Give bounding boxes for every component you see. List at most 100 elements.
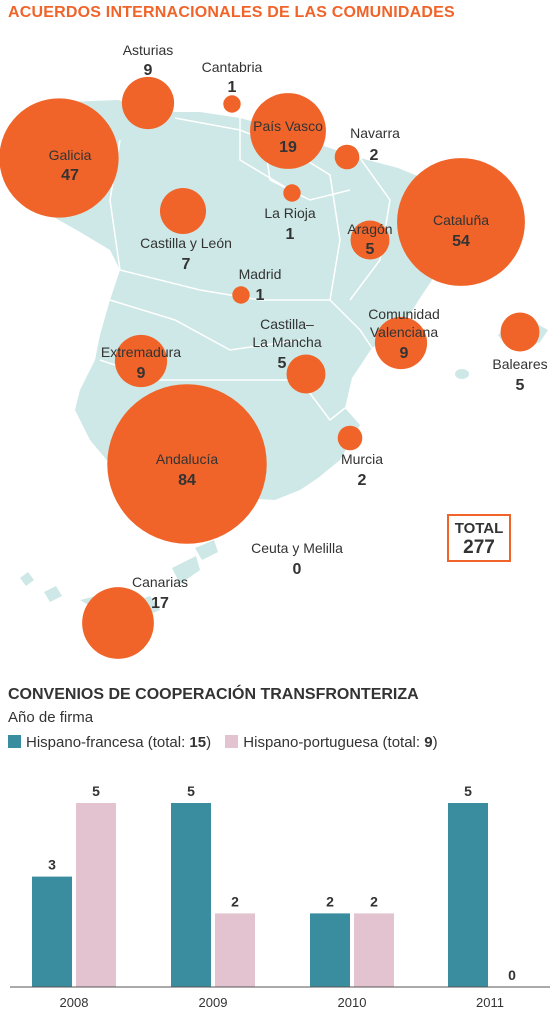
bubble-andalucia	[107, 384, 267, 544]
total-value: 277	[463, 537, 495, 558]
value-cantabria: 1	[228, 79, 237, 96]
value-canarias: 17	[151, 595, 169, 612]
bubble-murcia	[337, 425, 363, 451]
value-baleares: 5	[516, 377, 525, 394]
value-navarra: 2	[370, 147, 379, 164]
bar-2011-francesa	[448, 803, 488, 987]
bubble-cantabria	[223, 95, 241, 113]
value-asturias: 9	[144, 62, 153, 79]
bars-subtitle: Año de firma	[8, 709, 94, 726]
bar-label-2009-portuguesa: 2	[231, 893, 239, 909]
bubble-comunidad-valenciana	[374, 316, 428, 370]
label-asturias: Asturias	[123, 42, 174, 58]
bubble-castilla-leon	[159, 187, 207, 235]
legend-text-portuguesa: Hispano-portuguesa (total:	[243, 734, 425, 751]
bubble-asturias	[121, 76, 175, 130]
value-madrid: 1	[256, 287, 265, 304]
ibiza-shape	[455, 369, 469, 379]
value-ceuta-melilla: 0	[293, 561, 302, 578]
label-la-rioja: La Rioja	[264, 205, 316, 221]
bar-label-2008-francesa: 3	[48, 857, 56, 873]
bar-2010-portuguesa	[354, 913, 394, 987]
value-cataluna: 54	[452, 233, 470, 250]
bar-2008-portuguesa	[76, 803, 116, 987]
legend-swatch-francesa	[8, 735, 21, 748]
bars-legend: Hispano-francesa (total: 15) Hispano-por…	[8, 734, 448, 751]
label-cantabria: Cantabria	[202, 59, 263, 75]
legend-total-portuguesa: 9	[424, 734, 433, 751]
legend-suffix-portuguesa: )	[432, 734, 438, 751]
bubble-madrid	[232, 286, 250, 304]
label-madrid: Madrid	[239, 266, 282, 282]
canarias-shape	[20, 572, 34, 586]
label-comunidad-valenciana-line2: Valenciana	[370, 324, 438, 340]
legend-total-francesa: 15	[189, 734, 207, 751]
legend-swatch-portuguesa	[225, 735, 239, 748]
value-pais-vasco: 19	[279, 139, 297, 156]
label-navarra: Navarra	[350, 125, 400, 141]
x-tick-2008: 2008	[60, 995, 89, 1010]
bubble-extremadura	[114, 334, 168, 388]
value-extremadura: 9	[137, 365, 146, 382]
label-comunidad-valenciana-line1: Comunidad	[368, 306, 440, 322]
bars-title: CONVENIOS DE COOPERACIÓN TRANSFRONTERIZA	[8, 686, 419, 703]
bubble-castilla-mancha	[286, 354, 326, 394]
label-murcia: Murcia	[341, 451, 383, 467]
bar-chart: 3 5 2008 5 2 2009 2 2 2010 5 0 2011	[10, 783, 550, 1010]
value-murcia: 2	[358, 472, 367, 489]
legend-text-francesa: Hispano-francesa (total:	[26, 734, 190, 751]
label-canarias: Canarias	[132, 574, 188, 590]
legend-suffix-francesa: )	[206, 734, 212, 751]
bubble-galicia	[0, 98, 119, 218]
canarias-island-5	[172, 556, 200, 584]
bubble-la-rioja	[283, 184, 301, 202]
label-galicia: Galicia	[49, 147, 92, 163]
value-galicia: 47	[61, 167, 79, 184]
label-aragon: Aragón	[347, 221, 392, 237]
value-aragon: 5	[366, 241, 375, 258]
bubble-cataluna	[397, 158, 525, 286]
bubble-pais-vasco	[250, 93, 326, 169]
label-extremadura: Extremadura	[101, 344, 181, 360]
label-cataluna: Cataluña	[433, 212, 489, 228]
label-castilla-mancha-line1: Castilla–	[260, 316, 314, 332]
x-tick-2011: 2011	[476, 995, 504, 1010]
bar-2009-portuguesa	[215, 913, 255, 987]
label-pais-vasco: País Vasco	[253, 118, 323, 134]
total-label: TOTAL	[454, 520, 504, 537]
value-la-rioja: 1	[286, 226, 295, 243]
bar-2010-francesa	[310, 913, 350, 987]
bar-label-2011-portuguesa: 0	[508, 967, 516, 983]
label-baleares: Baleares	[492, 356, 547, 372]
canarias-island-6	[195, 540, 218, 560]
value-castilla-leon: 7	[182, 256, 191, 273]
bubble-canarias	[82, 587, 154, 659]
bubble-navarra	[334, 144, 360, 170]
bar-label-2010-portuguesa: 2	[370, 893, 378, 909]
legend-item-francesa: Hispano-francesa (total: 15)	[8, 734, 211, 751]
value-castilla-mancha: 5	[278, 355, 287, 372]
value-andalucia: 84	[178, 472, 196, 489]
bar-label-2009-francesa: 5	[187, 783, 195, 799]
canarias-island-2	[44, 586, 62, 602]
label-ceuta-melilla: Ceuta y Melilla	[251, 540, 343, 556]
x-tick-2009: 2009	[199, 995, 228, 1010]
bar-label-2008-portuguesa: 5	[92, 783, 100, 799]
total-box: TOTAL 277	[447, 514, 511, 562]
bar-2009-francesa	[171, 803, 211, 987]
bubble-aragon	[350, 220, 390, 260]
label-castilla-mancha-line2: La Mancha	[252, 334, 321, 350]
legend-item-portuguesa: Hispano-portuguesa (total: 9)	[225, 734, 438, 751]
bar-label-2011-francesa: 5	[464, 783, 472, 799]
value-comunidad-valenciana: 9	[400, 345, 409, 362]
x-tick-2010: 2010	[338, 995, 367, 1010]
bubbles	[0, 76, 540, 659]
bubble-baleares	[500, 312, 540, 352]
bar-label-2010-francesa: 2	[326, 893, 334, 909]
label-castilla-leon: Castilla y León	[140, 235, 232, 251]
map-title: ACUERDOS INTERNACIONALES DE LAS COMUNIDA…	[8, 4, 455, 21]
label-andalucia: Andalucía	[156, 451, 218, 467]
bar-2008-francesa	[32, 876, 72, 987]
